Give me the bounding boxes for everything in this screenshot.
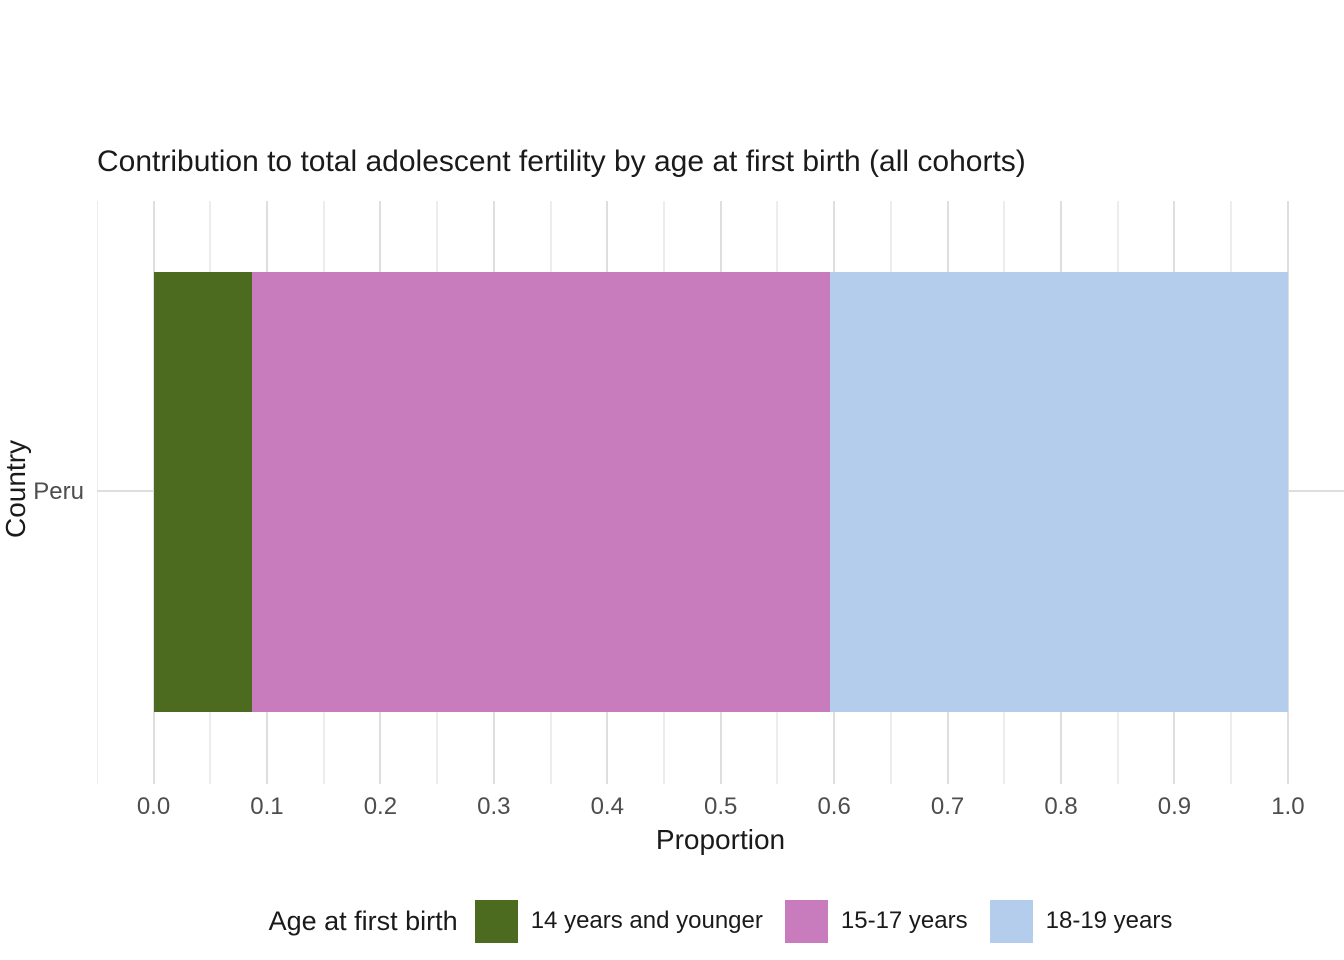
y-tick-label-peru: Peru [33, 478, 84, 505]
legend-items: 14 years and younger 15-17 years 18-19 yea… [474, 899, 1173, 943]
x-axis-tick-labels: 0.0 0.1 0.2 0.3 0.4 0.5 0.6 0.7 0.8 0.9 1.0 [97, 793, 1344, 823]
x-tick-label: 0.0 [136, 793, 171, 820]
stacked-bar-peru [153, 272, 1288, 712]
x-tick-label: 0.7 [930, 793, 965, 820]
x-tick-label: 0.8 [1044, 793, 1078, 820]
legend-title: Age at first birth [268, 905, 458, 936]
gridline-minor [97, 201, 98, 784]
bar-segment-15-17-years [252, 272, 830, 712]
x-tick-label: 0.1 [250, 793, 284, 820]
bar-segment-18-19-years [829, 272, 1288, 712]
x-tick-label: 1.0 [1271, 793, 1305, 820]
legend-label: 14 years and younger [530, 907, 763, 934]
legend-item-15-17-years: 15-17 years [784, 899, 968, 943]
gridline-major [1286, 201, 1289, 784]
x-tick-label: 0.5 [704, 793, 738, 820]
bar-segment-14-years-and-younger [153, 272, 253, 712]
legend-label: 18-19 years [1045, 907, 1173, 934]
legend-swatch [989, 899, 1033, 943]
x-axis-title: Proportion [655, 824, 786, 855]
plot-panel [97, 201, 1344, 784]
legend-item-18-19-years: 18-19 years [989, 899, 1173, 943]
legend: Age at first birth 14 years and younger 1… [97, 896, 1344, 946]
x-tick-label: 0.3 [477, 793, 511, 820]
legend-swatch [784, 899, 828, 943]
legend-label: 15-17 years [840, 907, 968, 934]
x-tick-label: 0.9 [1157, 793, 1192, 820]
chart-title: Contribution to total adolescent fertili… [97, 145, 1026, 178]
legend-swatch [474, 899, 518, 943]
legend-item-14-years-and-younger: 14 years and younger [474, 899, 763, 943]
x-tick-label: 0.2 [363, 793, 398, 820]
x-tick-label: 0.6 [817, 793, 851, 820]
x-tick-label: 0.4 [590, 793, 624, 820]
